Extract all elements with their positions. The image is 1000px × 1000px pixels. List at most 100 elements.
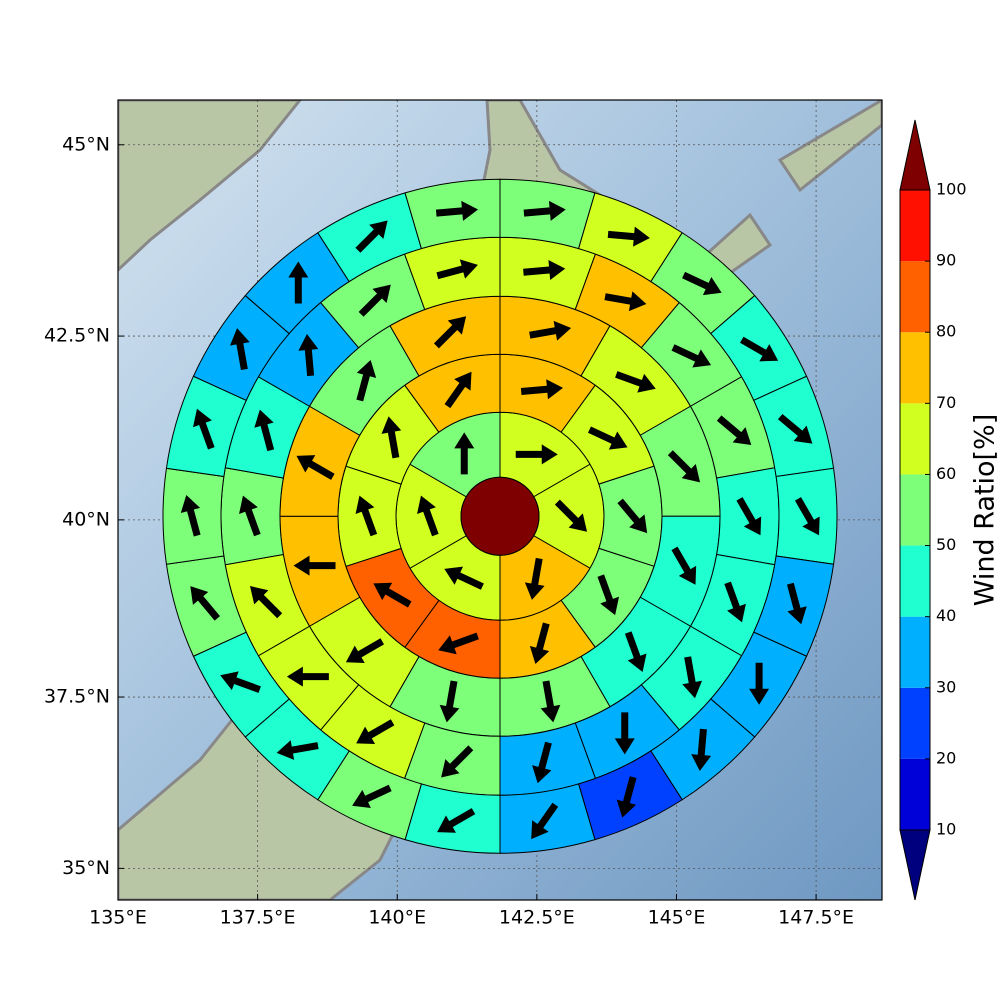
colorbar-tick-label: 10 [936, 820, 956, 839]
wind-arrow [523, 200, 566, 221]
colorbar-tick-label: 30 [936, 677, 956, 696]
wind-arrow [529, 622, 550, 664]
center-circle [460, 476, 540, 556]
x-tick-label: 145°E [648, 907, 706, 929]
wind-arrow [597, 574, 620, 616]
wind-arrow [515, 444, 558, 465]
colorbar-under [899, 829, 931, 901]
wind-arrow [355, 495, 378, 537]
wind-arrow [682, 271, 722, 296]
wind-arrow [230, 328, 250, 371]
colorbar-tick-label: 70 [936, 393, 956, 412]
colorbar-label: Wind Ratio[%] [970, 414, 1000, 606]
wind-arrow [437, 808, 476, 833]
x-tick-label: 135°E [89, 907, 147, 929]
wind-arrow [444, 371, 472, 409]
wind-arrow [433, 316, 467, 349]
axes-frame [117, 99, 883, 901]
x-tick-label: 140°E [368, 907, 426, 929]
wind-arrow [276, 740, 319, 760]
wind-arrow [373, 582, 412, 608]
wind-arrow [604, 291, 647, 312]
colorbar-tick-label: 60 [936, 464, 956, 483]
wind-arrow [587, 426, 628, 450]
wind-arrow [531, 802, 559, 840]
colorbar-over [899, 119, 931, 191]
wind-arrow [417, 495, 439, 537]
wind-arrow [356, 359, 377, 402]
wind-arrow [254, 409, 275, 452]
colorbar-bin [900, 190, 930, 262]
wind-arrow [249, 586, 283, 619]
wind-arrow [288, 261, 309, 304]
y-tick-label: 42.5°N [44, 325, 110, 347]
wind-arrow [607, 226, 650, 247]
wind-arrow [736, 497, 762, 536]
wind-arrow [614, 712, 635, 755]
wind-arrow [524, 557, 545, 600]
wind-arrow [439, 680, 460, 723]
wind-arrow [716, 415, 752, 446]
wind-arrow [436, 259, 478, 280]
wind-arrow [438, 632, 479, 655]
sakhalin-kuril [777, 100, 882, 193]
y-tick-label: 37.5°N [44, 686, 110, 708]
wind-arrow [358, 284, 391, 317]
wind-arrow [520, 379, 564, 400]
wind-arrow [220, 671, 261, 693]
colorbar-bin [900, 616, 930, 688]
wind-arrow [239, 495, 261, 537]
wind-arrow [777, 413, 813, 444]
colorbar-tick-label: 80 [936, 322, 956, 341]
wind-arrow [682, 656, 703, 699]
wind-arrow [615, 371, 656, 393]
x-tick-label: 137.5°E [220, 907, 296, 929]
wind-arrow [381, 416, 402, 459]
wind-arrow [554, 499, 588, 532]
wind-arrow [667, 450, 701, 483]
wind-arrow [532, 741, 552, 784]
wind-arrow [441, 745, 474, 778]
wind-arrow [540, 680, 561, 723]
wind-arrow [749, 662, 770, 705]
colorbar-bin [900, 687, 930, 759]
sectors [162, 178, 838, 854]
wind-arrow [345, 638, 385, 663]
wind-arrow [435, 200, 479, 221]
colorbar-bin [900, 758, 930, 830]
colorbar-bin [900, 403, 930, 475]
wind-arrow [190, 586, 221, 621]
colorbar-frame [899, 189, 931, 831]
wind-arrow [529, 320, 572, 341]
wind-arrow [724, 581, 746, 623]
y-tick-label: 40°N [62, 508, 110, 530]
arrows [180, 200, 820, 840]
wind-arrow [286, 666, 329, 687]
colorbar-tick-label: 40 [936, 606, 956, 625]
wind-arrow [296, 455, 335, 480]
colorbar-bin [900, 474, 930, 546]
mainland [118, 100, 302, 273]
colorbar: 10 20 30 40 50 60 70 80 90 100 [899, 119, 967, 901]
wind-arrow [671, 344, 712, 368]
x-tick-label: 142.5°E [499, 907, 575, 929]
wind-arrow [298, 333, 319, 377]
wind-arrow [352, 784, 392, 809]
wind-arrow [454, 432, 475, 475]
colorbar-tick-label: 90 [936, 251, 956, 270]
wind-arrow [617, 498, 648, 534]
colorbar-bin [900, 332, 930, 404]
x-tick-label: 147.5°E [778, 907, 854, 929]
wind-arrow [616, 776, 637, 818]
colorbar-tick-label: 100 [936, 180, 967, 199]
wind-arrow [671, 546, 697, 585]
wind-arrow [786, 582, 807, 625]
wind-arrow [444, 566, 484, 590]
wind-arrow [523, 260, 566, 280]
colorbar-bin [900, 261, 930, 333]
wind-arrow [355, 220, 388, 253]
wind-arrow [691, 728, 712, 771]
wind-arrow [740, 336, 779, 362]
wind-arrow [293, 555, 336, 576]
